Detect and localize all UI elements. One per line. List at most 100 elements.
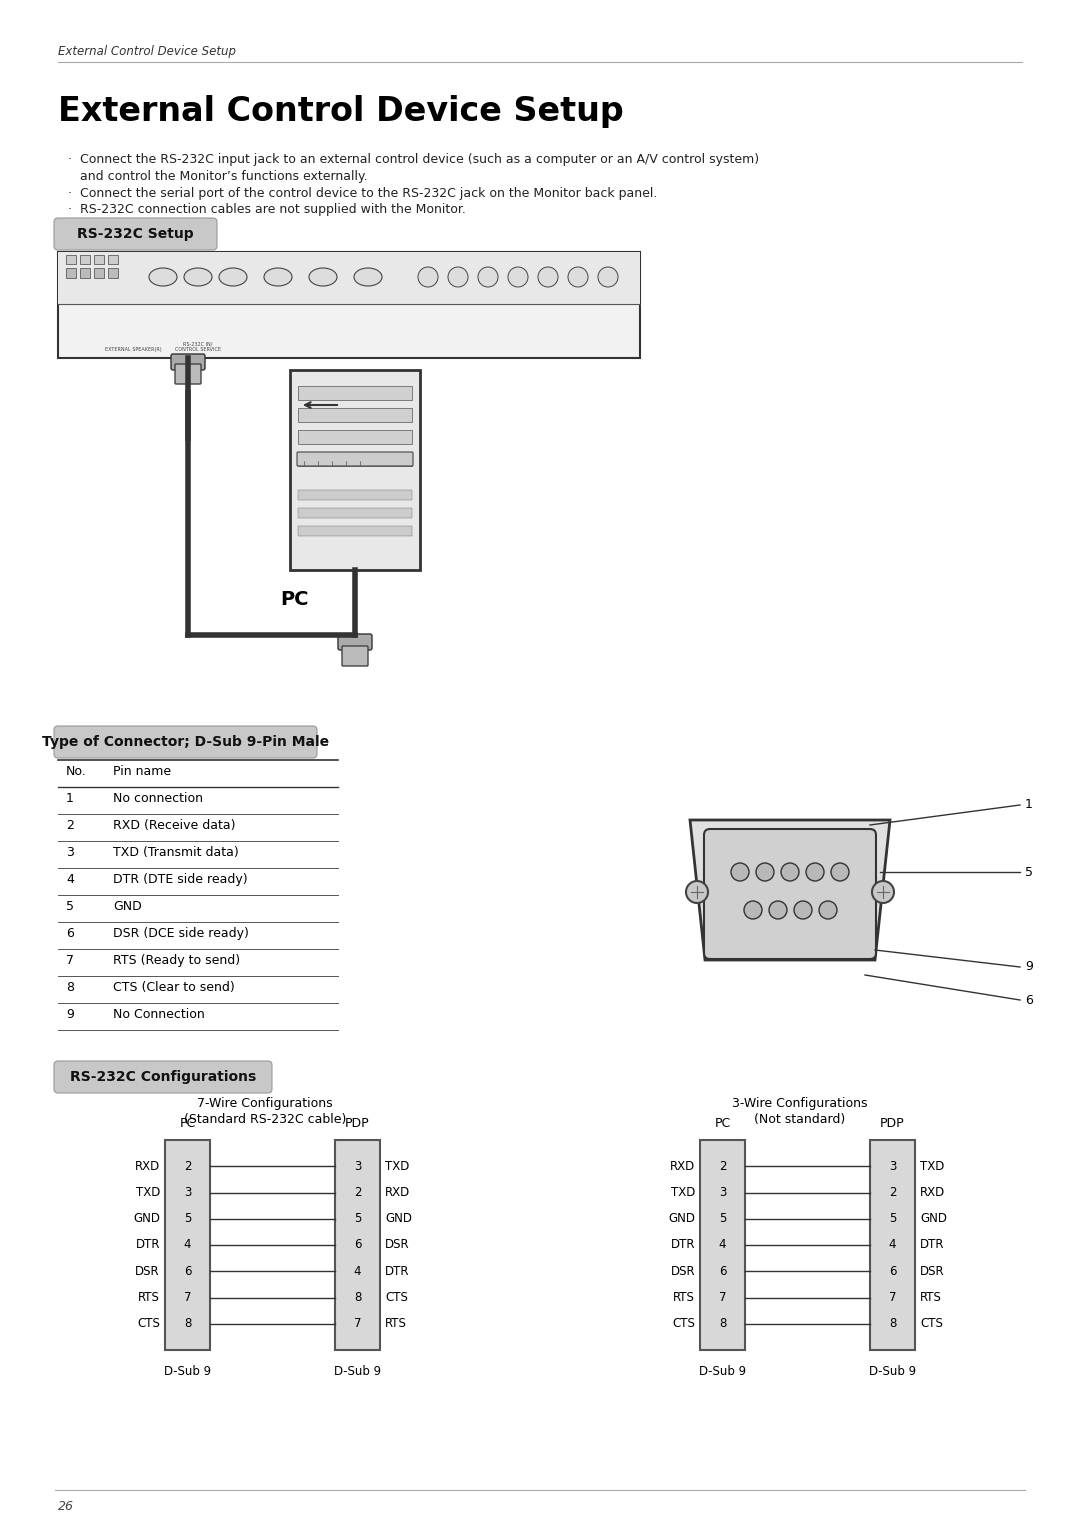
Text: PC: PC (280, 590, 309, 610)
Text: 3: 3 (354, 1160, 361, 1174)
Text: TXD: TXD (920, 1160, 944, 1174)
Text: 9: 9 (1025, 961, 1032, 973)
Ellipse shape (149, 267, 177, 286)
Text: CTS: CTS (137, 1317, 160, 1331)
Ellipse shape (184, 267, 212, 286)
Text: 2: 2 (66, 819, 73, 833)
Text: 7: 7 (184, 1291, 191, 1303)
Text: 7: 7 (889, 1291, 896, 1303)
Bar (108, 267, 118, 278)
Text: 9: 9 (66, 1008, 73, 1021)
Text: PDP: PDP (346, 1117, 369, 1131)
Text: 6: 6 (66, 927, 73, 940)
Bar (298, 408, 411, 422)
Circle shape (819, 902, 837, 918)
Circle shape (744, 902, 762, 918)
Text: GND: GND (113, 900, 141, 914)
Text: 4: 4 (889, 1239, 896, 1251)
Text: 5: 5 (184, 1212, 191, 1225)
Text: 1: 1 (66, 792, 73, 805)
Text: TXD: TXD (671, 1186, 696, 1199)
Ellipse shape (309, 267, 337, 286)
Text: and control the Monitor’s functions externally.: and control the Monitor’s functions exte… (80, 170, 367, 183)
Bar (80, 267, 90, 278)
Text: 3-Wire Configurations: 3-Wire Configurations (732, 1097, 867, 1109)
Bar (298, 490, 411, 500)
Text: 7: 7 (719, 1291, 726, 1303)
Bar (80, 255, 90, 264)
Text: RTS: RTS (384, 1317, 407, 1331)
FancyBboxPatch shape (54, 219, 217, 251)
Text: 2: 2 (184, 1160, 191, 1174)
Text: RXD: RXD (135, 1160, 160, 1174)
Ellipse shape (354, 267, 382, 286)
Text: External Control Device Setup: External Control Device Setup (58, 44, 237, 58)
Bar (108, 255, 118, 264)
FancyBboxPatch shape (54, 1060, 272, 1093)
Text: Pin name: Pin name (113, 766, 171, 778)
Text: 8: 8 (184, 1317, 191, 1331)
Text: 3: 3 (66, 847, 73, 859)
Text: 4: 4 (66, 872, 73, 886)
Text: RXD: RXD (920, 1186, 945, 1199)
Text: External Control Device Setup: External Control Device Setup (58, 95, 624, 128)
Text: 8: 8 (719, 1317, 726, 1331)
Circle shape (508, 267, 528, 287)
Text: 1: 1 (1025, 799, 1032, 811)
Circle shape (769, 902, 787, 918)
Text: RTS: RTS (138, 1291, 160, 1303)
Bar (66, 267, 76, 278)
Bar (870, 1140, 915, 1351)
Text: PDP: PDP (880, 1117, 905, 1131)
Text: CTS: CTS (672, 1317, 696, 1331)
FancyBboxPatch shape (338, 634, 372, 649)
Circle shape (478, 267, 498, 287)
Text: No connection: No connection (113, 792, 203, 805)
Bar (66, 255, 76, 264)
Text: RTS (Ready to send): RTS (Ready to send) (113, 953, 240, 967)
Circle shape (831, 863, 849, 882)
Text: 6: 6 (719, 1265, 726, 1277)
Text: RXD: RXD (384, 1186, 410, 1199)
Text: D-Sub 9: D-Sub 9 (334, 1365, 381, 1378)
Text: 4: 4 (354, 1265, 361, 1277)
Text: RTS: RTS (920, 1291, 942, 1303)
Text: 7: 7 (354, 1317, 361, 1331)
Text: 7: 7 (66, 953, 75, 967)
Text: RTS: RTS (673, 1291, 696, 1303)
Text: TXD: TXD (384, 1160, 409, 1174)
Circle shape (872, 882, 894, 903)
Circle shape (794, 902, 812, 918)
Text: 4: 4 (719, 1239, 726, 1251)
Bar (298, 452, 411, 466)
Circle shape (538, 267, 558, 287)
Circle shape (731, 863, 750, 882)
FancyBboxPatch shape (171, 354, 205, 370)
Text: CTS (Clear to send): CTS (Clear to send) (113, 981, 234, 995)
Text: 6: 6 (1025, 993, 1032, 1007)
Circle shape (448, 267, 468, 287)
Text: RS-232C IN/
CONTROL SERVICE: RS-232C IN/ CONTROL SERVICE (175, 341, 221, 351)
Bar (298, 429, 411, 445)
Bar (298, 387, 411, 400)
Text: CTS: CTS (384, 1291, 408, 1303)
Text: 5: 5 (719, 1212, 726, 1225)
Bar (58, 252, 640, 304)
Text: No Connection: No Connection (113, 1008, 205, 1021)
Bar (700, 1140, 745, 1351)
Text: DSR: DSR (920, 1265, 945, 1277)
Text: 4: 4 (184, 1239, 191, 1251)
Circle shape (781, 863, 799, 882)
Text: TXD (Transmit data): TXD (Transmit data) (113, 847, 239, 859)
Text: 6: 6 (889, 1265, 896, 1277)
Text: 2: 2 (719, 1160, 726, 1174)
FancyBboxPatch shape (342, 646, 368, 666)
Text: CTS: CTS (920, 1317, 943, 1331)
Text: GND: GND (384, 1212, 411, 1225)
Text: (Not standard): (Not standard) (754, 1112, 846, 1126)
FancyBboxPatch shape (54, 726, 318, 758)
Text: DSR (DCE side ready): DSR (DCE side ready) (113, 927, 248, 940)
Bar (58, 252, 640, 358)
Text: 6: 6 (184, 1265, 191, 1277)
Text: 2: 2 (354, 1186, 361, 1199)
